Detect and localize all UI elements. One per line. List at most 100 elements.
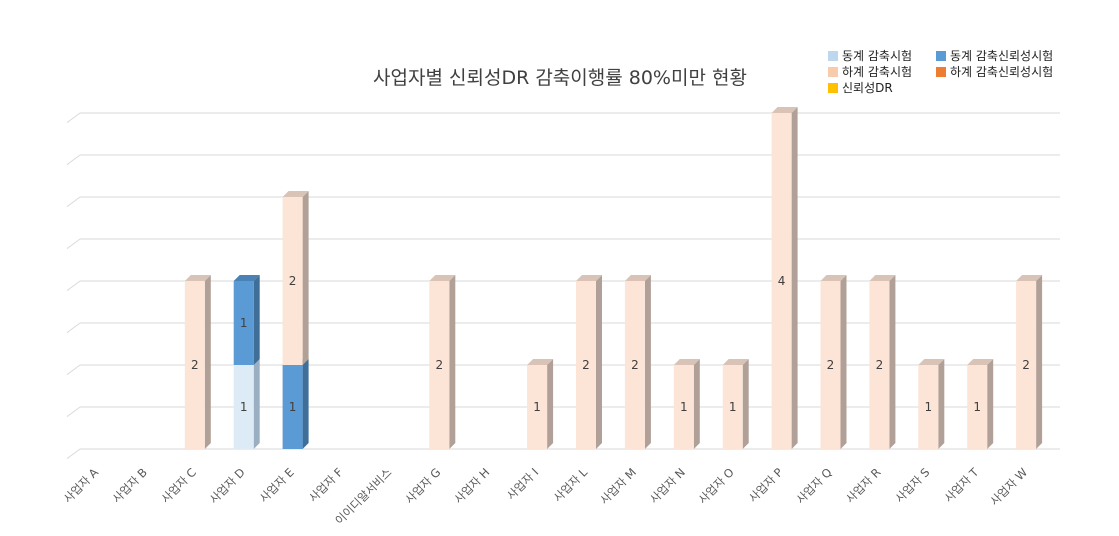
legend-label: 하계 감축시험 <box>842 65 912 79</box>
data-label: 1 <box>240 400 248 414</box>
bar-side <box>302 359 309 449</box>
x-tick-label: 사업자 W <box>987 465 1030 508</box>
x-tick-label: 사업자 O <box>695 465 736 506</box>
legend-label: 신뢰성DR <box>842 81 893 95</box>
bar-top <box>918 359 945 365</box>
legend-entry: 동계 감축시험 <box>828 49 912 63</box>
bar-front <box>771 113 792 449</box>
bar-front <box>918 365 939 449</box>
bar-side <box>742 359 749 449</box>
bar-segment <box>722 359 749 449</box>
bar-segment <box>771 107 798 449</box>
gridlines <box>66 112 1060 460</box>
bar-top <box>184 275 211 281</box>
data-label: 1 <box>289 400 297 414</box>
bar-front <box>967 365 988 449</box>
bar-segment <box>624 275 651 449</box>
bar-front <box>233 365 254 449</box>
bar-front <box>184 281 205 449</box>
x-tick-label: 사업자 F <box>306 465 346 505</box>
gridline-depth <box>66 364 81 376</box>
bar-front <box>1016 281 1037 449</box>
legend-entry: 신뢰성DR <box>828 81 893 95</box>
x-tick-label: 사업자 R <box>843 465 884 506</box>
data-label: 1 <box>924 400 932 414</box>
bar-front <box>576 281 596 449</box>
gridline-depth <box>66 280 81 292</box>
bar-side <box>253 275 260 365</box>
bar-segment <box>282 191 309 365</box>
x-tick-label: 사업자 B <box>110 465 151 506</box>
bar-side <box>204 275 211 449</box>
bar-front <box>527 365 548 449</box>
bar-side <box>449 275 456 449</box>
legend-entry: 동계 감축신뢰성시험 <box>936 49 1053 63</box>
gridline-depth <box>66 154 81 166</box>
data-label: 1 <box>533 400 541 414</box>
bar-side <box>596 275 602 449</box>
legend-label: 동계 감축시험 <box>842 49 912 63</box>
bar-side <box>938 359 945 449</box>
bar-top <box>576 275 602 281</box>
bar-side <box>889 275 896 449</box>
bar-side <box>644 275 651 449</box>
bar-top <box>233 275 260 281</box>
gridline-depth <box>66 406 81 418</box>
bar-front <box>673 365 694 449</box>
data-labels: 2 1 1 1 2 2 1 2 2 1 1 4 2 2 1 1 2 <box>191 274 1030 414</box>
bar-segment <box>233 275 260 365</box>
data-label: 2 <box>631 358 639 372</box>
legend-entry: 하계 감축신뢰성시험 <box>936 65 1053 79</box>
legend-swatch <box>828 51 838 61</box>
bar-front <box>233 281 254 365</box>
x-tick-label: 사업자 C <box>158 465 199 506</box>
legend-swatch <box>828 67 838 77</box>
bar-side <box>302 191 309 365</box>
legend-swatch <box>936 51 946 61</box>
bar-top <box>1016 275 1043 281</box>
gridline-depth <box>66 196 81 208</box>
data-label: 2 <box>435 358 443 372</box>
bar-front <box>282 365 303 449</box>
bar-segment <box>184 275 211 449</box>
data-label: 1 <box>680 400 688 414</box>
legend-label: 하계 감축신뢰성시험 <box>950 65 1053 79</box>
bar-front <box>820 281 841 449</box>
x-tick-label: 사업자 G <box>402 465 443 506</box>
data-label: 2 <box>289 274 297 288</box>
x-tick-label: 사업자 Q <box>793 465 834 506</box>
bar-front <box>722 365 743 449</box>
gridline-depth <box>66 238 81 250</box>
bar-front <box>869 281 890 449</box>
x-tick-label: 사업자 D <box>207 465 248 506</box>
bar-front <box>282 197 303 365</box>
bar-top <box>771 107 798 113</box>
bar-segment <box>869 275 896 449</box>
x-tick-label: 사업자 H <box>451 465 492 506</box>
legend-label: 동계 감축신뢰성시험 <box>950 49 1053 63</box>
bar-top <box>527 359 554 365</box>
x-tick-label: 사업자 T <box>941 465 982 506</box>
legend-entry: 하계 감축시험 <box>828 65 912 79</box>
bar-segment <box>820 275 847 449</box>
data-label: 4 <box>778 274 786 288</box>
data-label: 2 <box>582 358 590 372</box>
x-tick-label: 사업자 E <box>257 465 297 505</box>
bar-side <box>547 359 554 449</box>
bars <box>184 107 1043 449</box>
x-tick-label: 사업자 S <box>892 465 932 505</box>
bar-segment <box>673 359 700 449</box>
x-tick-label: 사업자 N <box>647 465 688 506</box>
bar-top <box>624 275 651 281</box>
bar-top <box>967 359 994 365</box>
bar-segment <box>1016 275 1043 449</box>
x-tick-label: 사업자 I <box>504 465 541 502</box>
data-label: 2 <box>827 358 835 372</box>
bar-top <box>722 359 749 365</box>
bar-side <box>253 359 260 449</box>
x-tick-label: 사업자 A <box>61 465 102 506</box>
data-label: 2 <box>876 358 884 372</box>
bar-segment <box>527 359 554 449</box>
bar-top <box>820 275 847 281</box>
